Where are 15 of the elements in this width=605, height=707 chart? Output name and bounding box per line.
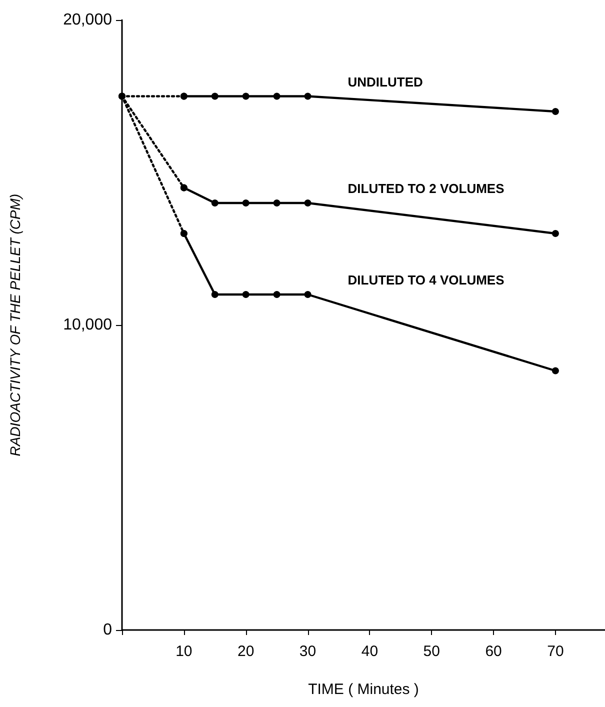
x-tick-label: 10 <box>176 643 192 660</box>
y-tick-label: 10,000 <box>63 316 112 334</box>
y-tick-label: 0 <box>103 622 112 638</box>
series-label: DILUTED TO 2 VOLUMES <box>348 181 505 196</box>
series-label: UNDILUTED <box>348 74 423 90</box>
x-tick-label: 60 <box>485 643 502 660</box>
x-axis-title: TIME ( Minutes ) <box>308 681 419 698</box>
x-tick-label: 70 <box>547 643 564 660</box>
x-tick-label: 20 <box>238 643 254 660</box>
y-axis-title: RADIOACTIVITY OF THE PELLET (CPM) <box>7 194 23 456</box>
y-tick-label: 20,000 <box>63 12 112 28</box>
series-label: DILUTED TO 4 VOLUMES <box>348 272 505 288</box>
x-tick-label: 30 <box>299 643 316 660</box>
x-tick-label: 50 <box>423 643 440 660</box>
x-tick-label: 40 <box>361 643 378 660</box>
